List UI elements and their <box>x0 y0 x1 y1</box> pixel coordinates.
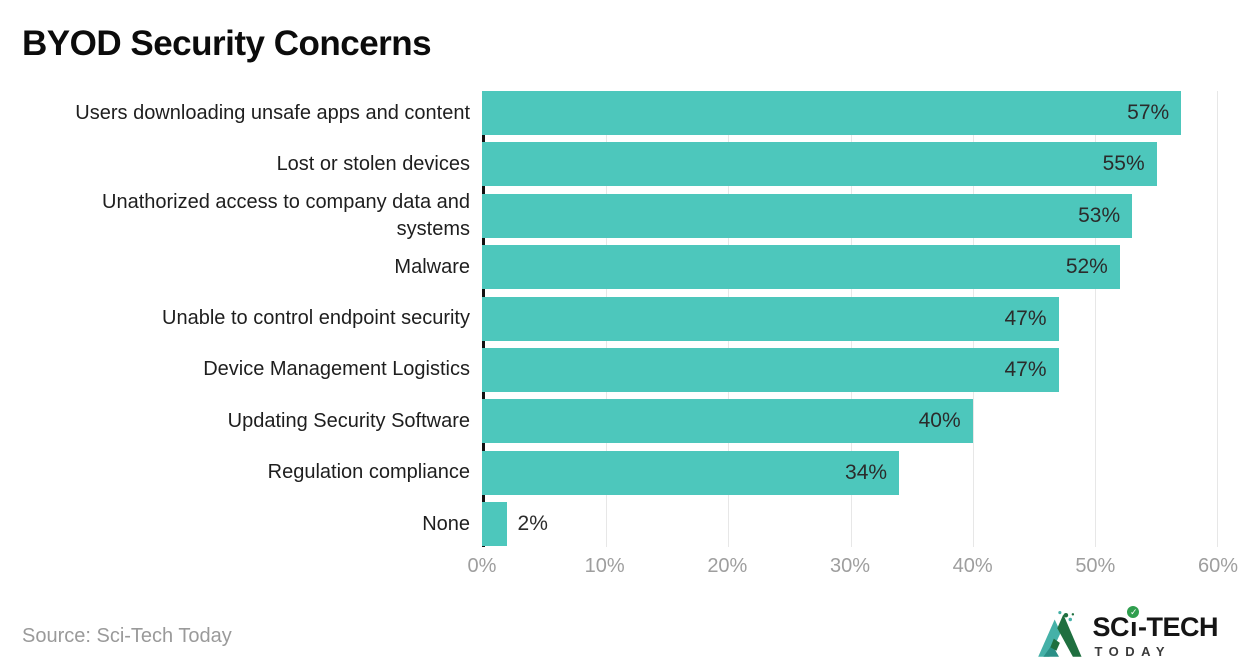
bar-row: Users downloading unsafe apps and conten… <box>22 91 1218 135</box>
bar-value-label: 57% <box>1127 101 1170 124</box>
bar-row: Lost or stolen devices 55% <box>22 142 1218 187</box>
category-label: Users downloading unsafe apps and conten… <box>22 91 482 135</box>
bar-chart: Users downloading unsafe apps and conten… <box>22 91 1238 584</box>
plot-cell: 52% <box>482 245 1218 290</box>
bar-value-label: 34% <box>845 460 888 484</box>
plot-cell: 47% <box>482 347 1218 392</box>
x-axis: 0% 10% 20% 30% 40% 50% 60% <box>468 546 1238 584</box>
category-label-text: None <box>422 512 470 535</box>
bar: 47% <box>482 296 1059 341</box>
gridline <box>1217 91 1218 547</box>
logo-tagline: TODAY <box>1094 643 1172 659</box>
category-label: Updating Security Software <box>22 399 482 443</box>
bar-row: None 2% <box>22 502 1218 547</box>
logo-name: SC ✓ ı -TECH <box>1092 605 1219 642</box>
x-tick-label: 30% <box>829 555 871 578</box>
bar: 57% <box>482 91 1182 135</box>
logo-name-part1: SC <box>1092 611 1129 642</box>
category-label: Unable to control endpoint security <box>22 297 482 341</box>
bar: 52% <box>482 245 1120 290</box>
scitech-logo: SC ✓ ı -TECH TODAY <box>1033 605 1219 662</box>
category-label: Malware <box>22 245 482 289</box>
bar-row: Unathorized access to company data and s… <box>22 191 1218 240</box>
plot-cell: 53% <box>482 193 1218 238</box>
bar: 55% <box>482 142 1157 187</box>
logo-name-part2: ı <box>1129 611 1138 642</box>
plot-cell: 34% <box>482 450 1218 495</box>
x-tick-label: 20% <box>707 555 748 578</box>
category-label-text: Lost or stolen devices <box>276 152 470 175</box>
bar-row: Device Management Logistics 47% <box>22 347 1218 392</box>
bar-value-label: 52% <box>1065 255 1108 279</box>
plot-cell: 55% <box>482 142 1218 187</box>
bar-row: Malware 52% <box>22 245 1218 290</box>
logo-name-part3: -TECH <box>1138 611 1219 642</box>
plot-cell: 40% <box>482 399 1218 444</box>
category-label: Unathorized access to company data and s… <box>22 191 482 240</box>
category-label-text: Users downloading unsafe apps and conten… <box>75 101 470 124</box>
category-label-text: Updating Security Software <box>227 409 470 432</box>
gridline <box>1094 91 1096 547</box>
bar-value-label: 2% <box>517 512 548 536</box>
chart-title: BYOD Security Concerns <box>22 24 432 63</box>
bar-value-label: 55% <box>1102 152 1145 176</box>
x-tick-label: 50% <box>1075 555 1116 578</box>
plot-cell: 2% <box>482 502 1218 547</box>
category-label: None <box>22 502 482 546</box>
bar: 34% <box>482 450 900 495</box>
category-label-text: Unathorized access to company data and s… <box>102 190 470 240</box>
scitech-logo-mark-icon <box>1038 611 1083 657</box>
category-label-text: Device Management Logistics <box>203 358 470 381</box>
bar: 53% <box>482 193 1133 238</box>
x-tick-label: 60% <box>1197 555 1239 578</box>
bar: 40% <box>482 399 973 444</box>
category-label-text: Unable to control endpoint security <box>162 307 470 330</box>
check-icon: ✓ <box>1127 605 1140 618</box>
logo-letter-i: ✓ ı <box>1127 605 1140 642</box>
category-label: Lost or stolen devices <box>22 142 482 186</box>
bar-row: Unable to control endpoint security 47% <box>22 296 1218 341</box>
bar-row: Regulation compliance 34% <box>22 450 1218 495</box>
bar-value-label: 53% <box>1078 203 1121 227</box>
bar: 47% <box>482 347 1059 392</box>
category-label: Regulation compliance <box>22 451 482 495</box>
footer: Source: Sci-Tech Today SC ✓ ı -TECH TODAY <box>22 605 1219 666</box>
bar-row: Updating Security Software 40% <box>22 399 1218 444</box>
x-tick-label: 40% <box>952 555 993 578</box>
plot-cell: 57% <box>482 91 1218 135</box>
bar-value-label: 47% <box>1004 357 1047 381</box>
category-label: Device Management Logistics <box>22 348 482 392</box>
bar-rows: Users downloading unsafe apps and conten… <box>22 91 1218 547</box>
logo-wordmark: SC ✓ ı -TECH TODAY <box>1092 605 1219 659</box>
plot-cell: 47% <box>482 296 1218 341</box>
source-text: Source: Sci-Tech Today <box>22 624 232 647</box>
category-label-text: Malware <box>394 255 470 278</box>
bar-value-label: 40% <box>918 409 961 433</box>
bar-value-label: 47% <box>1004 306 1047 330</box>
x-tick-label: 10% <box>584 555 625 578</box>
x-tick-label: 0% <box>467 555 497 578</box>
category-label-text: Regulation compliance <box>267 461 470 484</box>
bar <box>482 502 507 547</box>
